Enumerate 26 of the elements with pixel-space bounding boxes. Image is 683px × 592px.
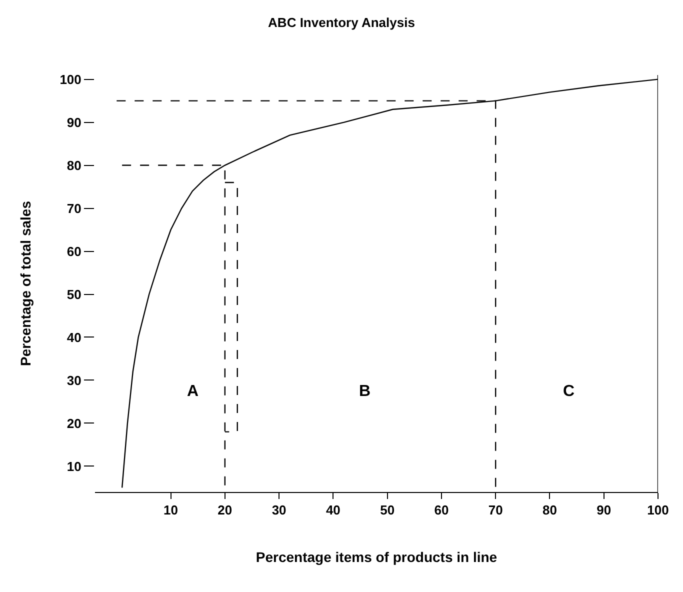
chart-title: ABC Inventory Analysis bbox=[268, 14, 415, 30]
y-tick-label: 30 bbox=[66, 372, 82, 388]
x-axis-title: Percentage items of products in line bbox=[256, 548, 498, 565]
x-tick-label: 70 bbox=[488, 502, 503, 518]
y-axis-title: Percentage of total sales bbox=[17, 200, 34, 366]
x-tick-label: 80 bbox=[542, 502, 557, 518]
x-tick-label: 60 bbox=[434, 502, 449, 518]
y-tick-label: 100 bbox=[60, 72, 82, 87]
y-tick-label: 10 bbox=[66, 458, 82, 474]
annotation: A bbox=[187, 383, 199, 400]
y-tick-label: 80 bbox=[66, 158, 82, 173]
y-tick-label: 40 bbox=[66, 330, 82, 345]
x-tick-label: 100 bbox=[647, 502, 669, 518]
y-tick-label: 20 bbox=[66, 416, 82, 431]
y-tick-label: 70 bbox=[66, 200, 82, 216]
x-tick-label: 30 bbox=[272, 502, 286, 518]
y-tick-label: 50 bbox=[66, 286, 82, 302]
x-tick-label: 50 bbox=[380, 502, 395, 518]
annotation: C bbox=[563, 383, 575, 400]
x-tick-label: 90 bbox=[596, 502, 612, 518]
x-tick-label: 20 bbox=[218, 502, 232, 518]
x-tick-label: 10 bbox=[164, 502, 178, 518]
x-tick-label: 40 bbox=[326, 502, 340, 518]
annotation: B bbox=[359, 383, 371, 400]
y-tick-label: 90 bbox=[66, 114, 82, 130]
y-tick-label: 60 bbox=[66, 244, 82, 259]
